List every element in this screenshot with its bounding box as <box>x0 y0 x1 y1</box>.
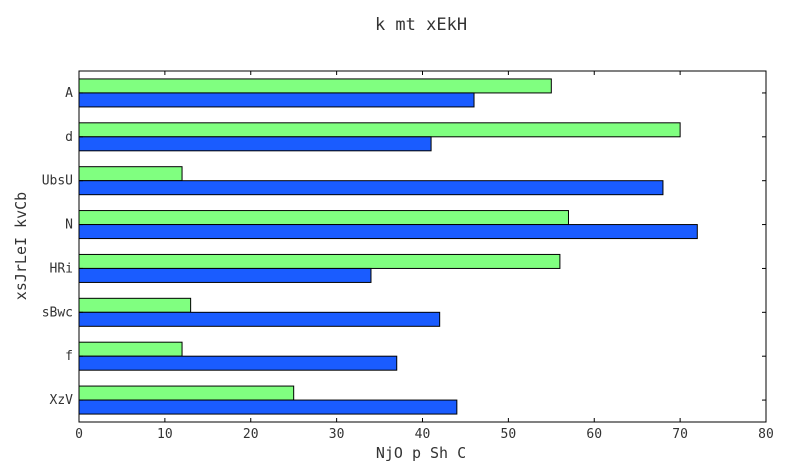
y-tick-label: UbsU <box>42 174 73 189</box>
x-tick-label: 10 <box>157 427 173 442</box>
bar-XzV-series-1 <box>78 385 295 401</box>
y-tick-label: N <box>65 218 73 233</box>
bar-A-series-2 <box>78 92 475 108</box>
chart-title: k mt xEkH <box>375 15 467 35</box>
bar-d-series-2 <box>78 136 432 152</box>
x-tick-label: 50 <box>501 427 517 442</box>
x-tick-label: 80 <box>758 427 774 442</box>
y-tick-label: sBwc <box>42 305 73 320</box>
bar-sBwc-series-2 <box>78 311 441 327</box>
plot-area: Ad UbsU N HRi sBwc f XzV 0 10 20 30 40 50 60 70 80 <box>42 70 774 442</box>
bar-UbsU-series-2 <box>78 180 664 196</box>
bar-N-series-1 <box>78 210 569 226</box>
x-axis-label: NjO p Sh C <box>376 444 466 462</box>
bar-HRi-series-2 <box>78 267 372 283</box>
bar-N-series-2 <box>78 224 698 240</box>
y-tick-label: f <box>65 349 73 364</box>
bar-UbsU-series-1 <box>78 166 183 182</box>
y-tick-label: d <box>65 130 73 145</box>
x-tick-label: 30 <box>329 427 345 442</box>
y-tick-label: XzV <box>50 393 74 408</box>
x-tick-label: 70 <box>672 427 688 442</box>
bar-A-series-1 <box>78 78 552 94</box>
x-tick-label: 60 <box>586 427 602 442</box>
bar-f-series-2 <box>78 355 398 371</box>
y-tick-label: HRi <box>50 261 73 276</box>
bar-sBwc-series-1 <box>78 297 192 313</box>
bar-f-series-1 <box>78 341 183 357</box>
y-tick-label: A <box>65 86 73 101</box>
x-tick-label: 0 <box>75 427 83 442</box>
y-axis-label: xsJrLeI kvCb <box>12 192 30 300</box>
x-tick-label: 40 <box>415 427 431 442</box>
bar-d-series-1 <box>78 122 681 138</box>
x-tick-label: 20 <box>243 427 259 442</box>
bar-XzV-series-2 <box>78 399 458 415</box>
bar-HRi-series-1 <box>78 253 561 269</box>
